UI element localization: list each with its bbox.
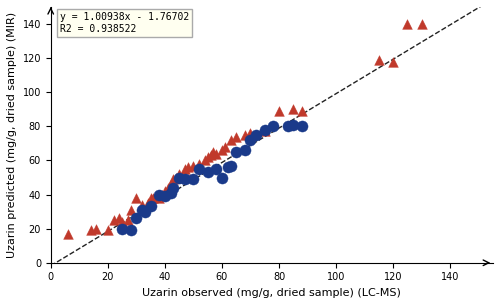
Point bbox=[146, 204, 154, 209]
Point bbox=[218, 175, 226, 180]
Point bbox=[126, 207, 134, 212]
Point bbox=[132, 216, 140, 221]
Point bbox=[221, 144, 229, 149]
Point bbox=[195, 161, 203, 166]
Point bbox=[246, 138, 254, 142]
Point bbox=[161, 194, 169, 199]
Point bbox=[418, 22, 426, 27]
Point bbox=[166, 190, 174, 195]
Point bbox=[124, 218, 132, 223]
Text: y = 1.00938x - 1.76702
R2 = 0.938522: y = 1.00938x - 1.76702 R2 = 0.938522 bbox=[60, 12, 189, 34]
Point bbox=[204, 170, 212, 175]
Point bbox=[170, 185, 177, 190]
Point bbox=[298, 109, 306, 113]
Point bbox=[275, 109, 283, 113]
X-axis label: Uzarin observed (mg/g, dried sample) (LC-MS): Uzarin observed (mg/g, dried sample) (LC… bbox=[142, 288, 402, 298]
Point bbox=[212, 151, 220, 156]
Point bbox=[155, 196, 163, 200]
Point bbox=[150, 196, 158, 200]
Point bbox=[226, 163, 234, 168]
Point bbox=[232, 149, 240, 154]
Point bbox=[144, 201, 152, 206]
Point bbox=[146, 196, 154, 200]
Point bbox=[404, 22, 411, 27]
Point bbox=[241, 148, 249, 152]
Point bbox=[252, 132, 260, 137]
Point bbox=[92, 226, 100, 231]
Point bbox=[138, 202, 146, 207]
Point bbox=[212, 167, 220, 171]
Point bbox=[261, 129, 269, 134]
Point bbox=[118, 219, 126, 224]
Point bbox=[232, 134, 240, 139]
Point bbox=[158, 192, 166, 197]
Point bbox=[184, 165, 192, 170]
Point bbox=[155, 192, 163, 197]
Point bbox=[375, 57, 383, 62]
Point bbox=[270, 124, 278, 129]
Point bbox=[261, 127, 269, 132]
Point bbox=[210, 149, 218, 154]
Point bbox=[389, 59, 397, 64]
Point bbox=[172, 175, 180, 180]
Point bbox=[246, 131, 254, 136]
Point bbox=[284, 124, 292, 129]
Point bbox=[164, 185, 172, 190]
Point bbox=[218, 148, 226, 152]
Point bbox=[166, 182, 174, 187]
Point bbox=[181, 177, 189, 182]
Point bbox=[86, 228, 94, 233]
Point bbox=[290, 122, 298, 127]
Point bbox=[298, 124, 306, 129]
Point bbox=[170, 177, 177, 182]
Point bbox=[126, 228, 134, 233]
Point bbox=[290, 107, 298, 112]
Point bbox=[161, 189, 169, 194]
Point bbox=[190, 177, 198, 182]
Point bbox=[241, 132, 249, 137]
Point bbox=[132, 196, 140, 200]
Point bbox=[64, 231, 72, 236]
Y-axis label: Uzarin predicted (mg/g, dried sample) (MIR): Uzarin predicted (mg/g, dried sample) (M… bbox=[7, 12, 17, 258]
Point bbox=[190, 163, 198, 168]
Point bbox=[175, 172, 183, 177]
Point bbox=[141, 209, 149, 214]
Point bbox=[118, 226, 126, 231]
Point bbox=[138, 207, 146, 212]
Point bbox=[226, 138, 234, 142]
Point bbox=[204, 155, 212, 160]
Point bbox=[115, 216, 123, 221]
Point bbox=[224, 165, 232, 170]
Point bbox=[195, 167, 203, 171]
Point bbox=[175, 175, 183, 180]
Point bbox=[201, 158, 209, 163]
Point bbox=[110, 218, 118, 223]
Point bbox=[181, 167, 189, 171]
Point bbox=[206, 153, 214, 158]
Point bbox=[104, 228, 112, 233]
